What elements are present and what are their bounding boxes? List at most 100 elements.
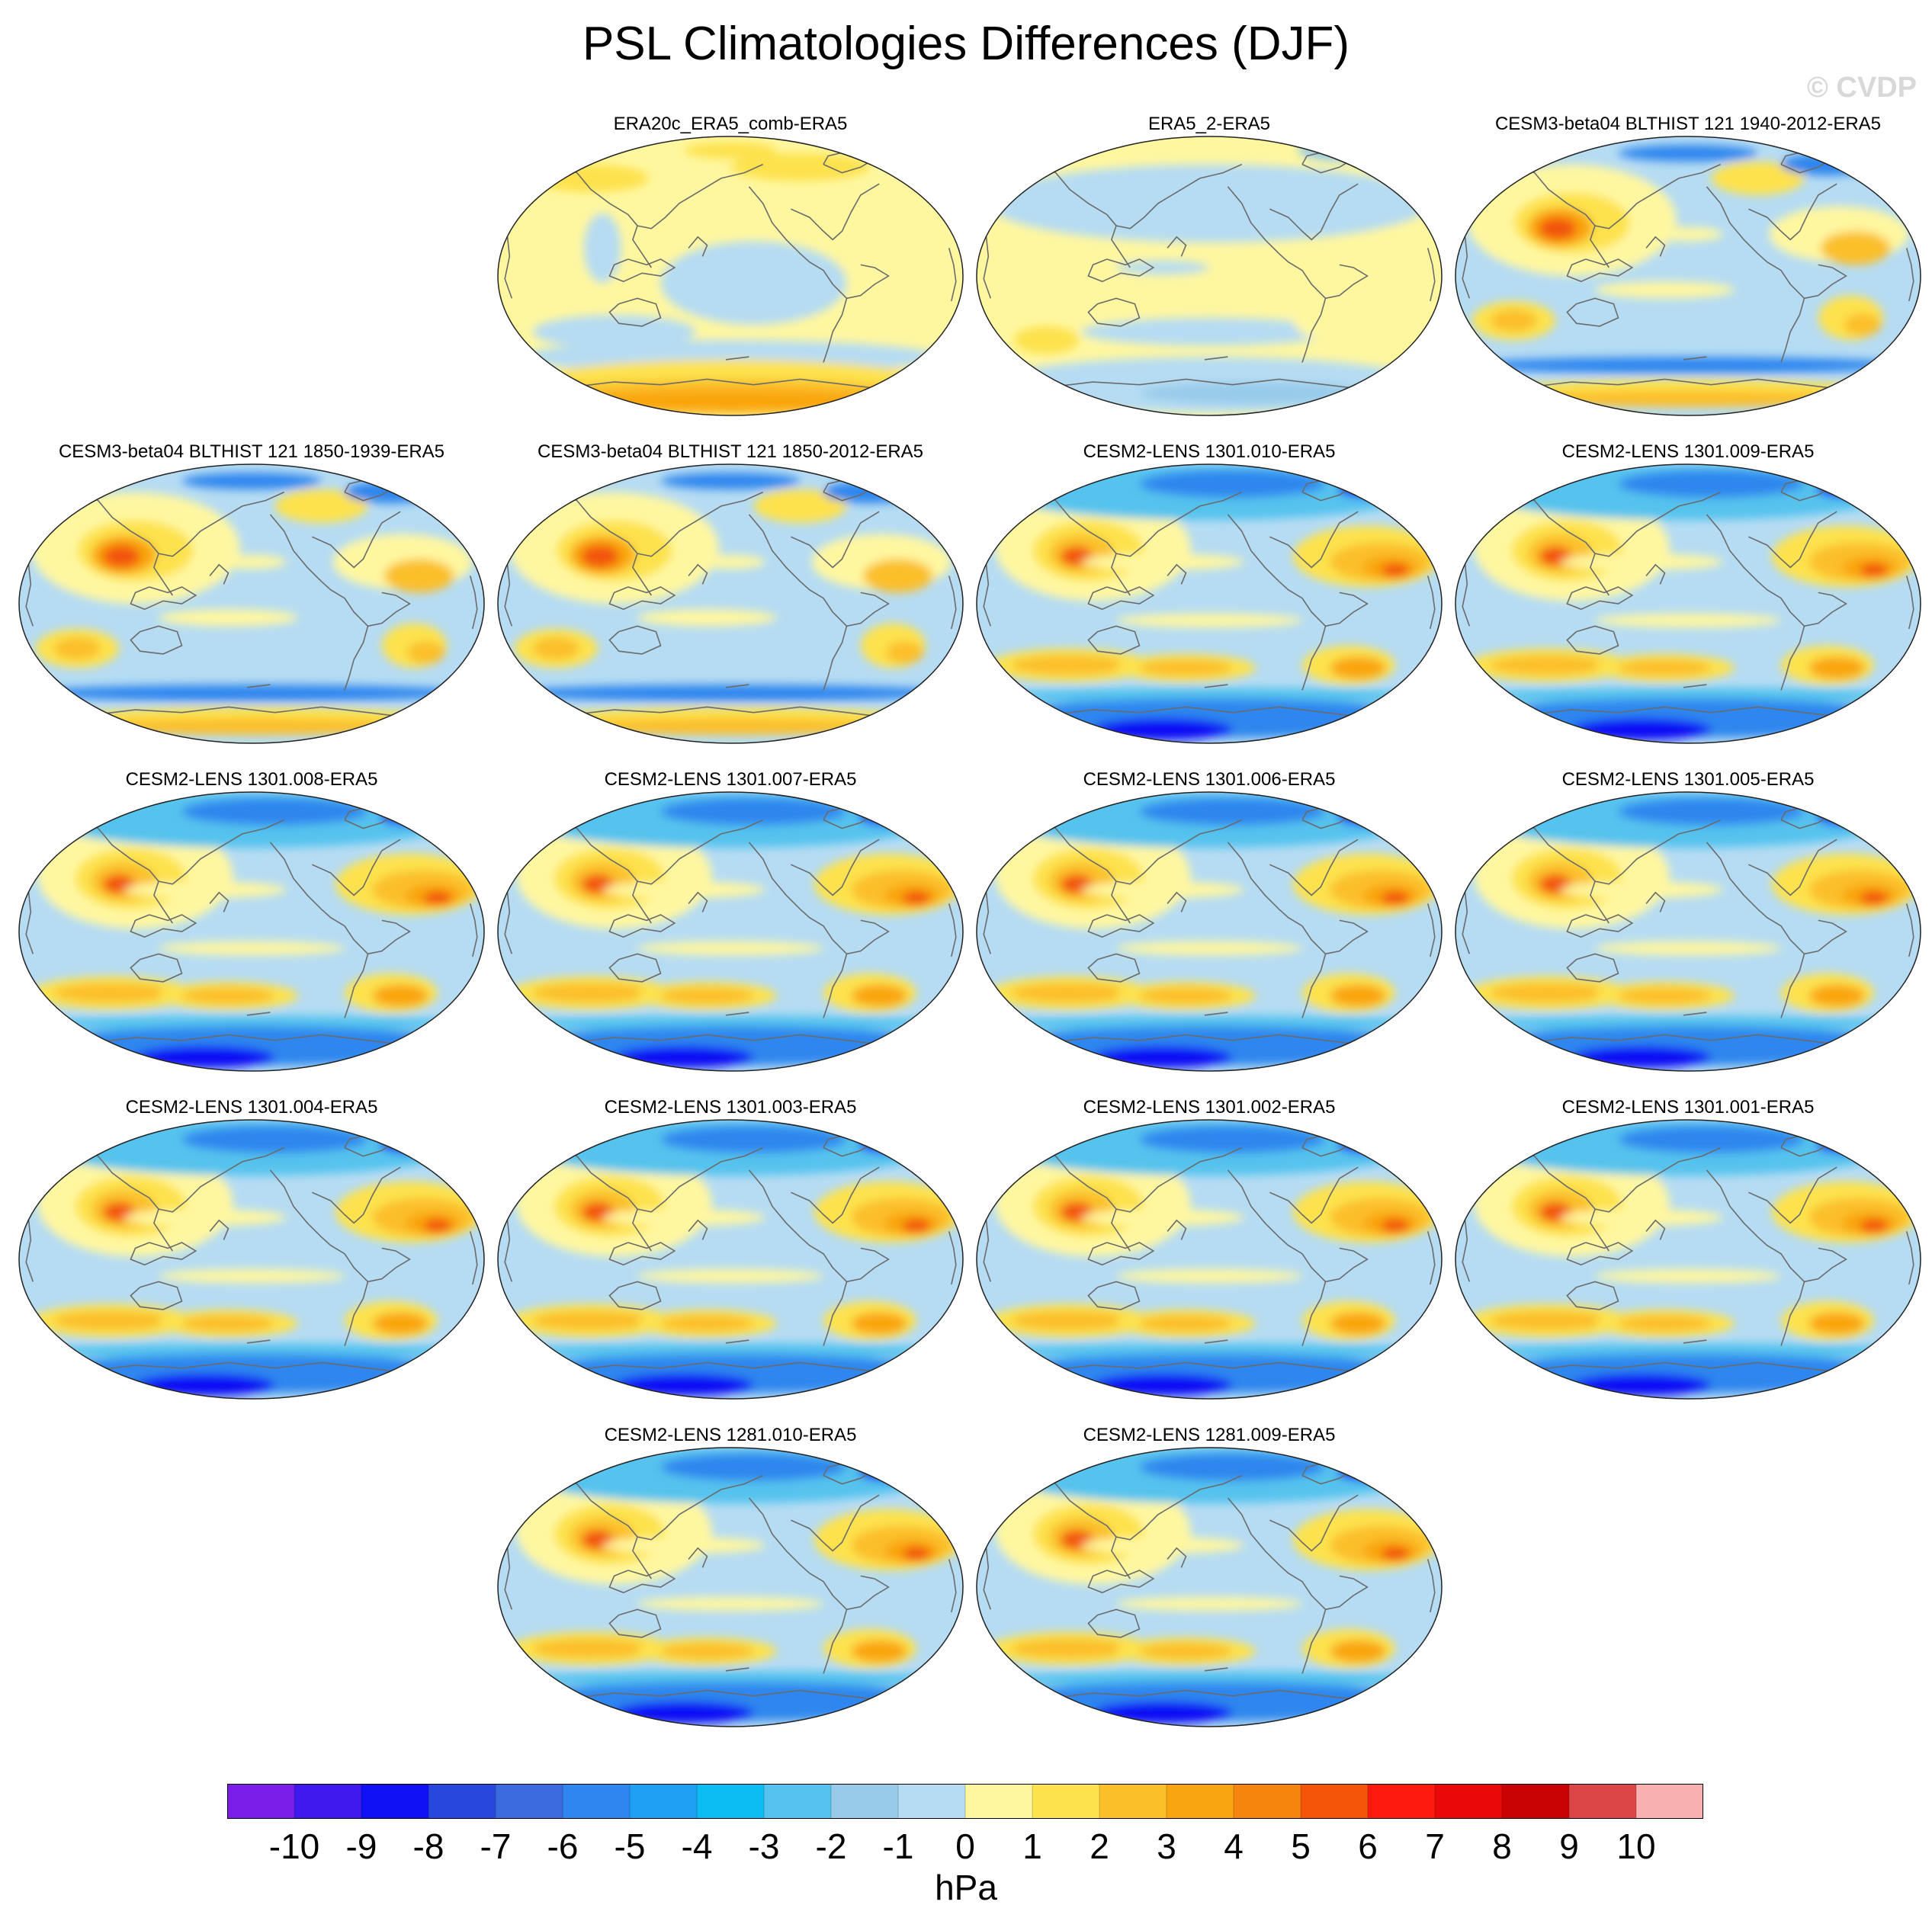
field-blob <box>988 1015 1430 1032</box>
map-era5_2 <box>976 136 1443 416</box>
field-blob <box>30 1015 473 1032</box>
map-panel-l001: CESM2-LENS 1301.001-ERA5 <box>1452 1096 1924 1401</box>
field-blob <box>1139 987 1233 1005</box>
coastline <box>25 1217 34 1282</box>
coastline <box>1905 576 1914 630</box>
field-blob <box>660 1643 754 1660</box>
coastline <box>469 576 478 630</box>
coastline <box>790 511 880 569</box>
coastline <box>1227 842 1327 1018</box>
field-blob <box>1844 313 1882 336</box>
map-outline <box>976 791 1443 1072</box>
coastline <box>1325 1575 1369 1611</box>
field-blob <box>614 1046 754 1069</box>
coastline <box>311 839 401 896</box>
coastline <box>725 1012 749 1016</box>
coastline <box>1804 592 1847 627</box>
coastline <box>1515 491 1609 596</box>
panel-title: CESM2-LENS 1301.002-ERA5 <box>1083 1097 1336 1118</box>
panel-title: CESM2-LENS 1281.009-ERA5 <box>1083 1425 1336 1445</box>
colorbar-tick-label: 4 <box>1224 1826 1244 1866</box>
field-blob <box>1081 317 1337 346</box>
coastline <box>130 625 183 655</box>
panel-title: CESM3-beta04 BLTHIST 121 1850-2012-ERA5 <box>537 441 924 462</box>
coastline <box>1706 1169 1805 1346</box>
map-l002 <box>976 1119 1443 1400</box>
field-blob <box>1467 687 1909 704</box>
map-k010 <box>497 1447 964 1727</box>
coastline <box>748 1497 848 1674</box>
field-blob <box>532 983 650 1003</box>
coastline <box>1515 819 1609 924</box>
coastline <box>269 1169 369 1346</box>
field-blob <box>862 559 933 593</box>
map-l006 <box>976 791 1443 1072</box>
coastline <box>790 1494 880 1552</box>
field-blob <box>135 1046 275 1069</box>
field-blob <box>1490 309 1537 332</box>
field-blob <box>1081 1537 1244 1554</box>
coastline <box>637 1147 764 1213</box>
field-blob <box>1297 139 1401 162</box>
field-blob <box>660 472 801 489</box>
field-blob <box>509 1670 952 1688</box>
field-blob <box>1560 1209 1723 1227</box>
map-l010 <box>976 463 1443 744</box>
field-blob <box>274 489 368 523</box>
field-blob <box>637 1268 823 1284</box>
field-blob <box>1815 808 1886 826</box>
colorbar-tick-label: -6 <box>547 1826 579 1866</box>
field-blob <box>1808 1312 1865 1335</box>
coastline <box>1325 264 1369 300</box>
field-blob <box>423 1218 452 1233</box>
coastline <box>1269 183 1359 241</box>
colorbar-swatch <box>831 1784 899 1819</box>
map-era20c <box>497 136 964 416</box>
field-blob <box>159 941 345 956</box>
coastline <box>790 1166 880 1224</box>
coastline <box>1269 1166 1359 1224</box>
field-blob <box>1815 480 1886 498</box>
field-blob <box>660 987 754 1005</box>
coastline <box>557 1474 652 1579</box>
coastline <box>1462 890 1471 954</box>
map-panel-l010: CESM2-LENS 1301.010-ERA5 <box>973 441 1446 746</box>
colorbar-tick-label: 10 <box>1616 1826 1656 1866</box>
field-blob <box>407 641 445 664</box>
colorbar-tick-label: -4 <box>681 1826 713 1866</box>
map-panel-l003: CESM2-LENS 1301.003-ERA5 <box>494 1096 967 1401</box>
coastline <box>637 819 764 885</box>
colorbar-tick-label: -8 <box>412 1826 444 1866</box>
coastline <box>158 819 285 885</box>
field-blob <box>858 1464 929 1481</box>
coastline <box>1645 1219 1666 1240</box>
coastline <box>1525 706 1851 719</box>
colorbar-swatch <box>1032 1784 1100 1819</box>
field-blob <box>1618 470 1805 498</box>
colorbar-tick-label: -1 <box>882 1826 914 1866</box>
coastline <box>1046 1689 1372 1702</box>
coastline <box>130 1281 183 1310</box>
map-panel-l005: CESM2-LENS 1301.005-ERA5 <box>1452 768 1924 1073</box>
coastline <box>1645 236 1666 257</box>
field-blob <box>384 559 454 593</box>
coastline <box>846 592 890 627</box>
coastline <box>469 903 478 957</box>
field-blob <box>1330 656 1386 679</box>
coastline <box>1905 903 1914 957</box>
coastline <box>130 586 197 611</box>
field-blob <box>1116 941 1302 956</box>
field-blob <box>851 1312 907 1335</box>
coastline <box>1747 511 1837 569</box>
map-outline <box>497 1447 964 1727</box>
coastline <box>1325 1247 1369 1283</box>
map-outline <box>497 136 964 416</box>
coastline <box>1269 1494 1359 1552</box>
coastline <box>948 248 957 302</box>
coastline <box>983 562 992 627</box>
coastline <box>1036 819 1131 924</box>
coastline <box>557 491 652 596</box>
field-blob <box>1653 226 1723 242</box>
field-blob <box>53 983 171 1003</box>
field-blob <box>1116 1596 1302 1612</box>
